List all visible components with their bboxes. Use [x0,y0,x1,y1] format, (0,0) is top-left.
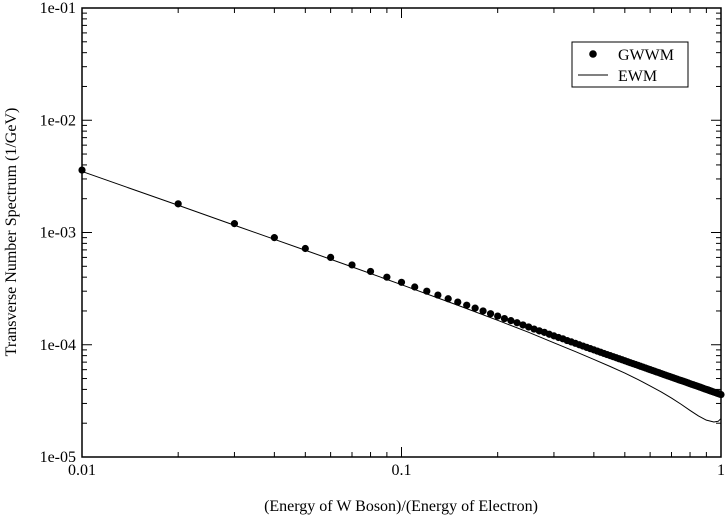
data-point-gwwm [513,319,521,327]
legend-label-ewm: EWM [618,68,657,85]
series-layer [78,166,725,423]
data-point-gwwm [507,317,515,325]
y-axis-label: Transverse Number Spectrum (1/GeV) [3,108,20,357]
y-tick-label: 1e-03 [40,225,76,242]
x-tick-label: 0.1 [392,462,412,479]
legend-box [571,41,689,88]
data-point-gwwm [463,301,471,309]
data-point-gwwm [301,244,309,253]
data-point-gwwm [471,304,479,312]
data-point-gwwm [525,323,533,331]
data-point-gwwm [500,315,509,323]
legend: GWWM EWM [571,41,689,88]
plot-frame [81,7,722,458]
x-tick-label: 1 [717,462,725,479]
x-tick-label: 0.01 [68,462,96,479]
legend-marker-gwwm [589,50,597,58]
data-point-gwwm [327,253,335,261]
y-tick-label: 1e-01 [40,0,76,17]
legend-label-gwwm: GWWM [618,47,674,64]
data-point-gwwm [494,312,502,320]
series-line-ewm [81,170,722,423]
x-axis-label: (Energy of W Boson)/(Energy of Electron) [264,498,538,515]
data-point-gwwm [479,307,487,315]
y-tick-label: 1e-05 [40,449,76,466]
tick-labels: 0.01 0.1 1 1e-05 1e-04 1e-03 1e-02 1e-01 [40,0,725,479]
data-point-gwwm [486,310,495,318]
data-point-gwwm [454,298,462,306]
y-tick-label: 1e-04 [40,337,76,354]
y-tick-label: 1e-02 [40,112,76,129]
data-point-gwwm [519,321,527,329]
